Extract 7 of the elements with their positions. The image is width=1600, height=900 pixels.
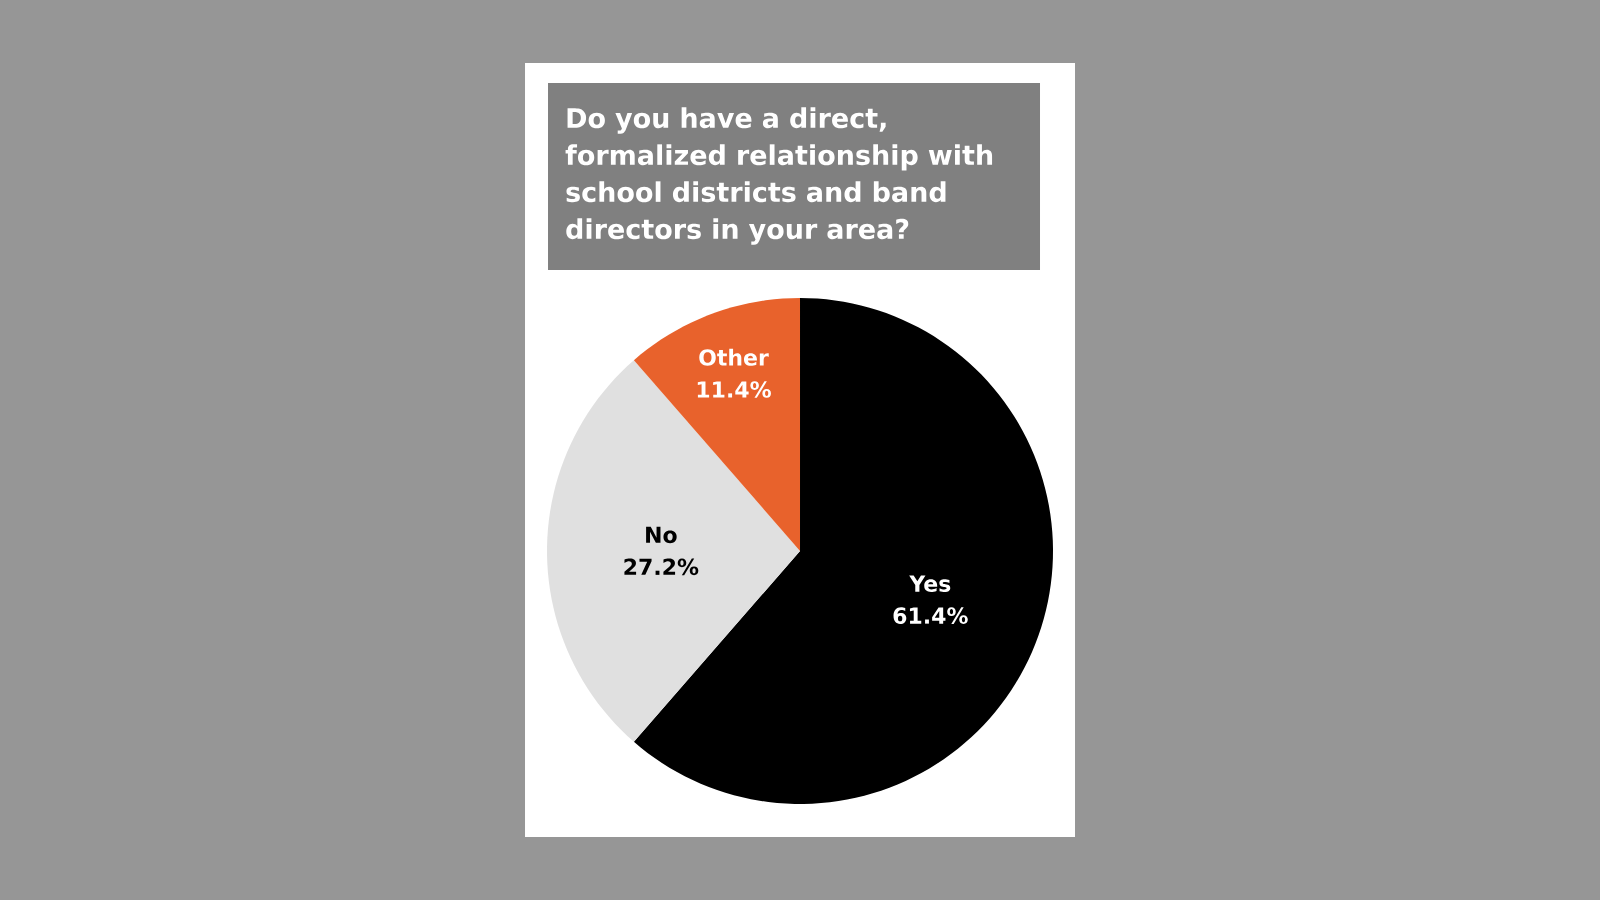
- slice-label: Other: [699, 348, 769, 366]
- chart-title: Do you have a direct, formalized relationship with school districts and band directors in your area?: [565, 107, 993, 245]
- slice-label: No: [646, 526, 677, 544]
- data-label: 27.2%: [624, 558, 699, 576]
- data-label: 61.4%: [893, 607, 968, 624]
- slice-label: Yes: [909, 575, 951, 592]
- data-label: 11.4%: [697, 381, 771, 398]
